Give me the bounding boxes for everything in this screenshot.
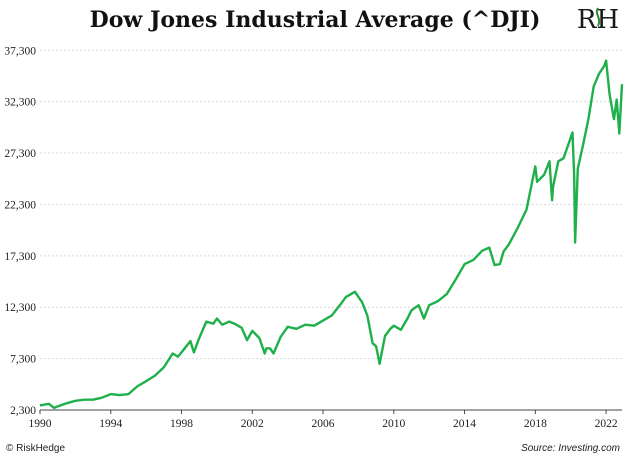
x-tick-label: 2002 (241, 418, 264, 430)
x-tick-label: 2022 (595, 418, 618, 430)
y-tick-label: 7,300 (10, 354, 36, 366)
series-layer (39, 59, 624, 410)
x-tick-label: 2014 (453, 418, 476, 430)
y-tick-label: 12,300 (4, 302, 36, 314)
x-tick-label: 2018 (524, 418, 547, 430)
y-tick-label: 17,300 (4, 251, 36, 263)
logo: RH (577, 5, 619, 35)
footer-source: Source: Investing.com (521, 443, 620, 454)
y-tick-label: 32,300 (4, 97, 36, 109)
x-axis-ticks: 1990 1994 1998 2002 2006 2010 2014 2018 2022 (29, 410, 618, 430)
chart-title: Dow Jones Industrial Average (^DJI) (90, 7, 541, 33)
y-tick-label: 22,300 (4, 199, 36, 211)
logo-leaf-icon (595, 7, 601, 27)
series-line-0 (39, 59, 624, 410)
x-tick-label: 1998 (170, 418, 193, 430)
footer-credit: © RiskHedge (6, 443, 65, 454)
y-tick-label: 2,300 (10, 405, 36, 417)
x-tick-label: 1990 (29, 418, 52, 430)
x-tick-label: 2006 (312, 418, 335, 430)
x-tick-label: 2010 (382, 418, 405, 430)
x-tick-label: 1994 (99, 418, 122, 430)
gridlines (40, 49, 622, 360)
y-axis-ticks: 2,300 7,300 12,300 17,300 22,300 27,300 32,300… (4, 45, 36, 417)
y-tick-label: 37,300 (4, 45, 36, 57)
y-tick-label: 27,300 (4, 148, 36, 160)
